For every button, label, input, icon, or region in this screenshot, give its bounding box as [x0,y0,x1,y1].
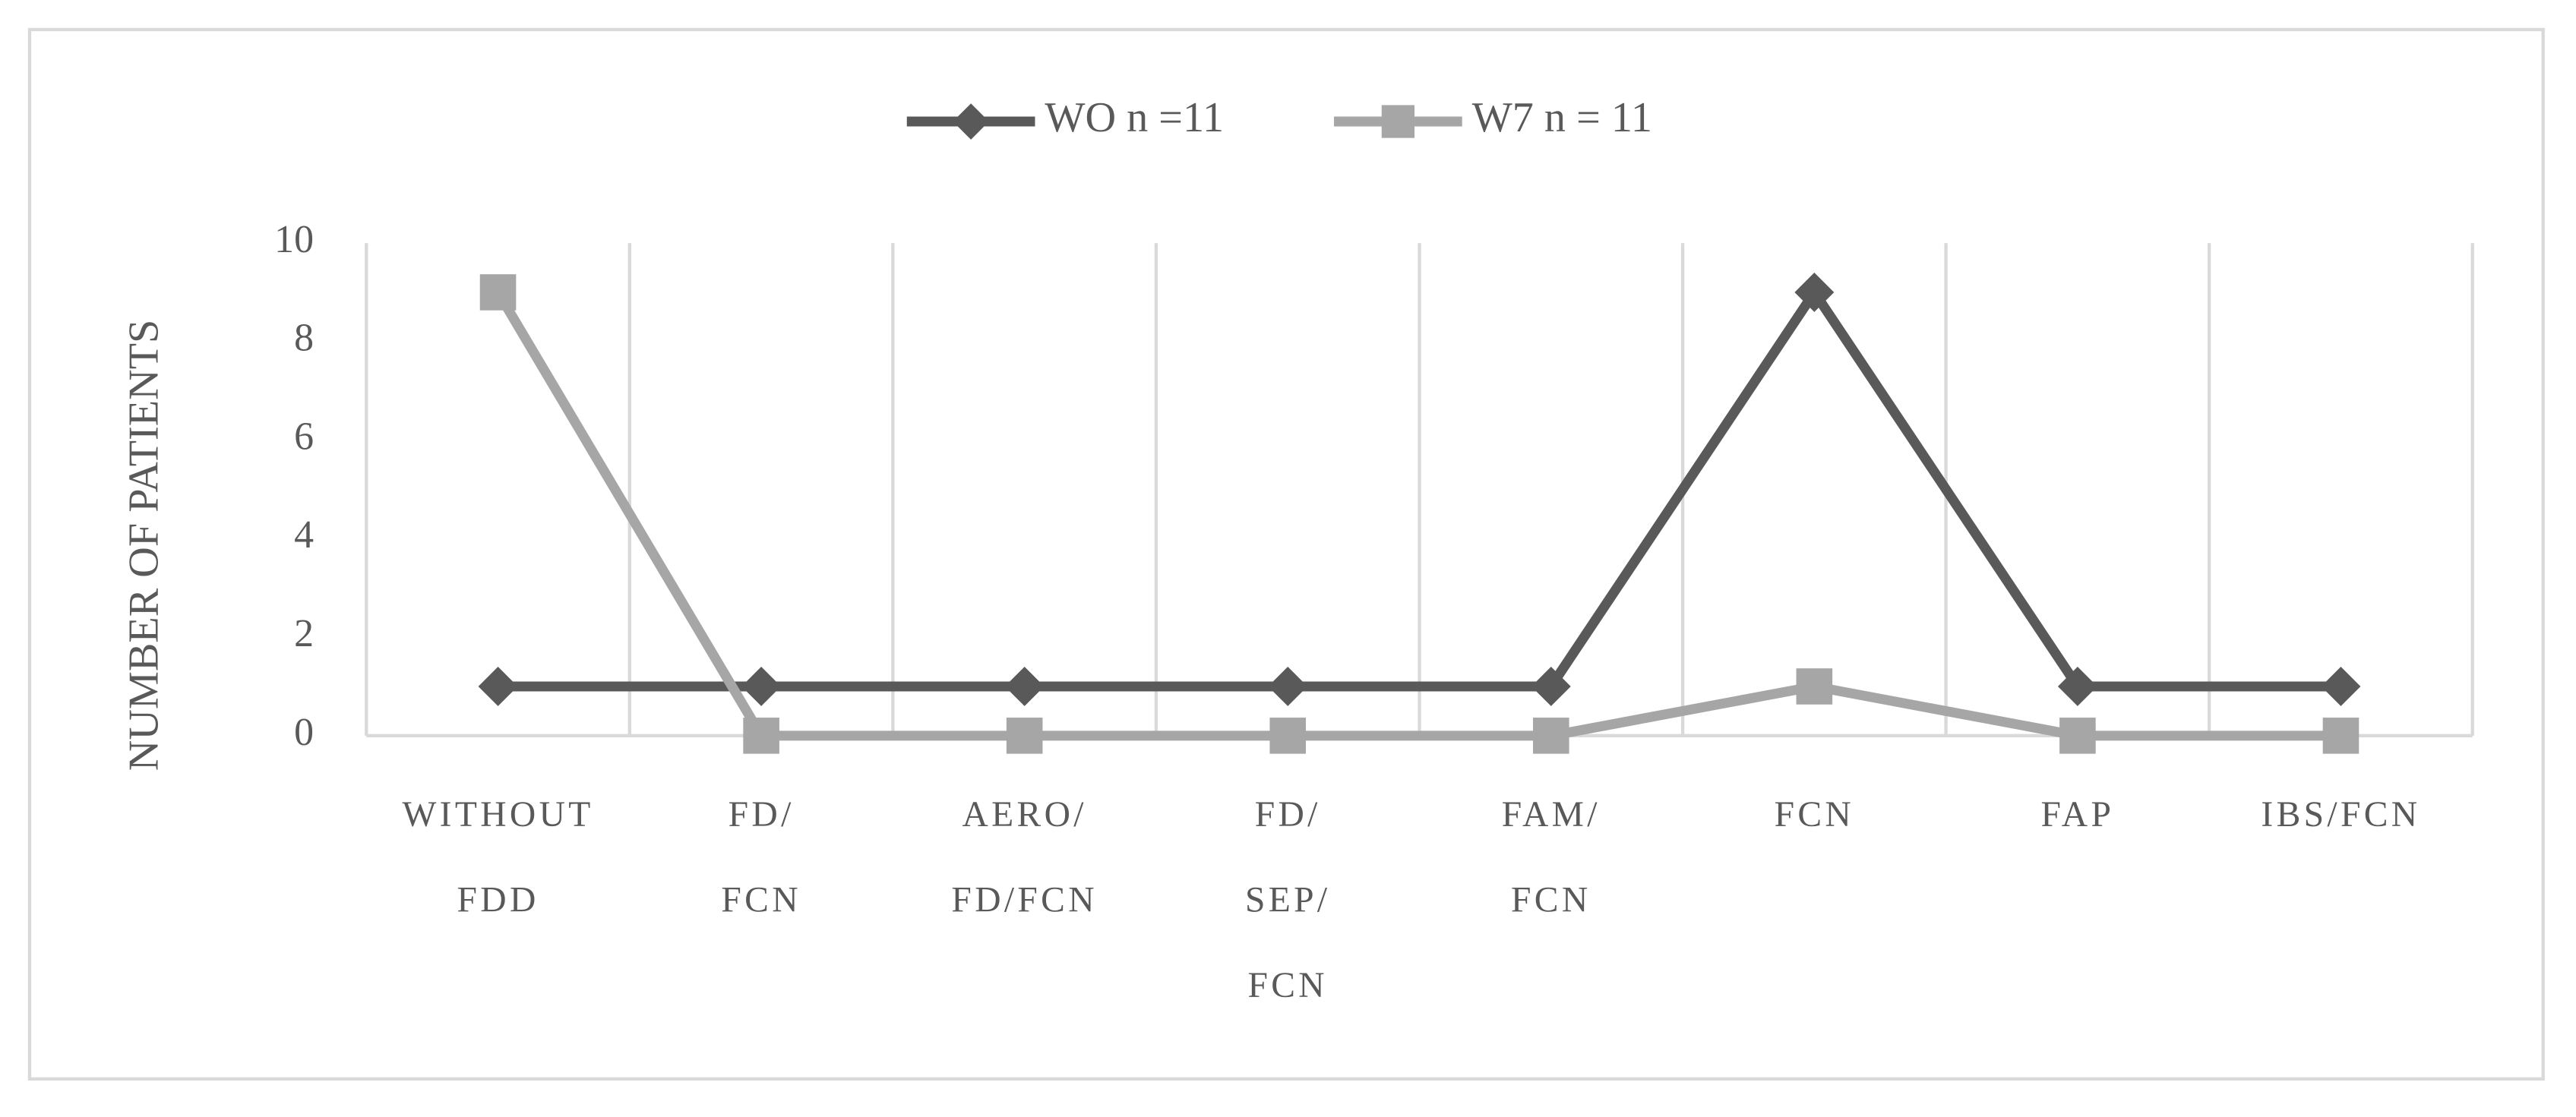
x-tick-label: FCN [1775,795,1855,835]
legend-marker [953,103,989,140]
x-tick-label: IBS/FCN [2261,795,2420,835]
data-point [2059,718,2096,754]
y-tick-label: 4 [294,513,314,557]
x-tick-label: FD/FCN [951,880,1098,920]
series-line [498,287,2341,692]
y-tick-label: 0 [294,711,314,754]
y-tick-label: 6 [294,415,314,458]
data-point [2057,667,2097,706]
data-point [1006,718,1043,754]
x-tick-label: FD/ [1255,795,1321,835]
x-tick-label: FCN [721,880,801,920]
chart-frame [27,27,2545,1081]
data-point [743,718,779,754]
x-tick-label: WITHOUT [402,795,593,835]
x-tick-label: AERO/ [962,795,1087,835]
x-tick-label: FCN [1511,880,1591,920]
data-point [1532,718,1569,754]
y-tick-label: 10 [274,218,314,261]
data-point [1268,667,1308,706]
data-point [1796,668,1833,705]
data-point [741,667,782,706]
x-tick-label: SEP/ [1245,880,1330,920]
data-point [479,274,517,311]
legend-label: WO n =11 [1045,94,1224,141]
data-point [1004,667,1045,706]
x-tick-label: FAM/ [1502,795,1601,835]
series-line [493,289,2341,741]
data-point [1531,667,1571,706]
data-point [2322,718,2359,754]
x-tick-label: FDD [457,880,539,920]
data-point [478,667,518,706]
y-tick-label: 8 [294,317,314,360]
y-tick-label: 2 [294,612,314,655]
legend-label: W7 n = 11 [1472,94,1652,141]
y-axis-title: NUMBER OF PATIENTS [121,320,168,771]
data-point [2321,667,2361,706]
legend-marker [1381,105,1415,138]
data-point [1269,718,1307,754]
x-tick-label: FCN [1247,966,1328,1005]
x-tick-label: FD/ [729,795,795,835]
x-tick-label: FAP [2041,795,2115,835]
